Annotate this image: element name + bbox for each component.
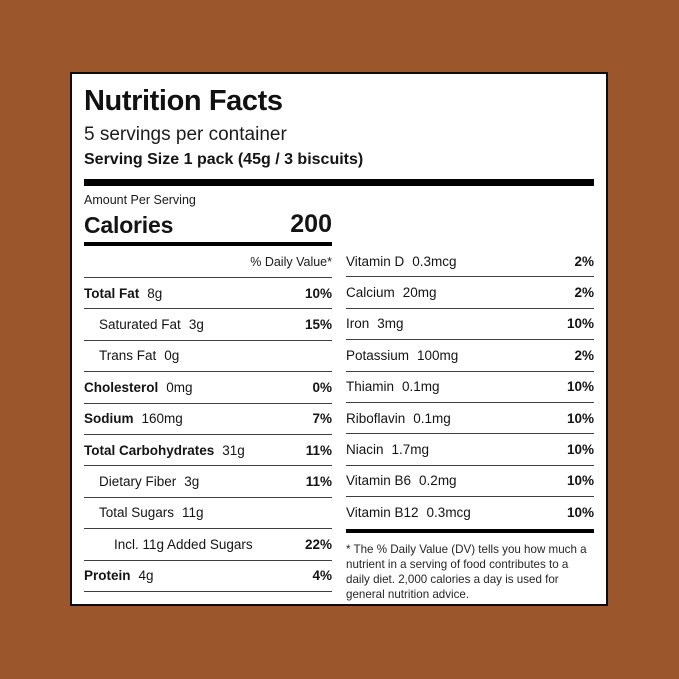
nutrient-name: Potassium [346, 347, 410, 363]
nutrient-name: Calcium [346, 285, 395, 301]
nutrient-amount: 4g [138, 568, 154, 584]
nutrient-amount: 3mg [377, 316, 404, 332]
nutrient-row-potassium: Potassium 100mg 2% [346, 340, 594, 372]
nutrient-row-dietary-fiber: Dietary Fiber 3g 11% [84, 466, 332, 498]
nutrient-amount: 100mg [417, 347, 459, 363]
nutrient-dv: 10% [566, 410, 594, 426]
nutrient-row-total-carbohydrates: Total Carbohydrates 31g 11% [84, 435, 332, 467]
nutrient-dv: 2% [574, 347, 594, 363]
nutrient-dv: 0% [312, 379, 332, 395]
nutrient-row-niacin: Niacin 1.7mg 10% [346, 434, 594, 466]
nutrient-row-cholesterol: Cholesterol 0mg 0% [84, 372, 332, 404]
nutrient-amount: 1.7mg [391, 442, 430, 458]
nutrient-row-sodium: Sodium 160mg 7% [84, 404, 332, 435]
nutrient-row-protein: Protein 4g 4% [84, 561, 332, 592]
nutrient-dv: 15% [304, 317, 332, 333]
nutrient-name: Total Sugars [99, 505, 175, 521]
nutrient-name: Cholesterol [84, 379, 159, 395]
nutrient-name: Protein [84, 568, 131, 584]
amount-per-serving: Amount Per Serving [84, 193, 196, 207]
nutrient-row-iron: Iron 3mg 10% [346, 309, 594, 341]
calories-rule [84, 242, 332, 246]
nutrient-name: Dietary Fiber [99, 474, 177, 490]
nutrient-amount: 0.1mg [413, 410, 451, 426]
nutrient-amount: 11g [182, 505, 204, 521]
nutrient-row-calcium: Calcium 20mg 2% [346, 277, 594, 309]
nutrient-dv: 10% [566, 473, 594, 489]
nutrient-dv: 10% [566, 379, 594, 395]
nutrient-dv: 2% [574, 253, 594, 269]
nutrient-dv: 22% [304, 536, 332, 552]
nutrient-amount: 0.2mg [419, 473, 457, 489]
nutrition-facts-label: Nutrition Facts 5 servings per container… [70, 72, 608, 606]
nutrient-dv: 10% [566, 442, 594, 458]
nutrient-row-total-sugars: Total Sugars 11g [84, 498, 332, 530]
nutrient-amount: 160mg [141, 411, 183, 427]
footnote-rule [346, 528, 594, 533]
nutrient-dv: 10% [566, 505, 594, 521]
header-rule [84, 179, 594, 186]
nutrient-dv: 11% [305, 442, 332, 458]
right-column: Vitamin D 0.3mcg 2% Calcium 20mg 2% Iron… [346, 246, 594, 602]
nutrient-name: Iron [346, 316, 370, 332]
nutrient-amount: 0.3mcg [426, 505, 471, 521]
nutrient-row-vitamin-d: Vitamin D 0.3mcg 2% [346, 246, 594, 278]
nutrient-row-total-fat: Total Fat 8g 10% [84, 278, 332, 310]
nutrient-name: Incl. 11g Added Sugars [114, 536, 253, 552]
servings-per-container: 5 servings per container [84, 124, 287, 145]
nutrient-name: Thiamin [346, 379, 395, 395]
nutrient-name: Total Carbohydrates [84, 442, 215, 458]
nutrient-dv: 4% [312, 568, 332, 584]
nutrient-amount: 3g [188, 317, 204, 333]
left-column: Amount Per Serving Calories 200 % Daily … [84, 186, 332, 602]
nutrient-columns: Amount Per Serving Calories 200 % Daily … [84, 186, 594, 602]
daily-value-header: % Daily Value* [84, 246, 332, 278]
nutrient-amount: 0g [164, 348, 180, 364]
nutrient-amount: 0.1mg [402, 379, 440, 395]
nutrient-name: Niacin [346, 442, 384, 458]
nutrient-name: Sodium [84, 411, 134, 427]
calories-label: Calories [84, 212, 174, 238]
nutrient-dv: 7% [312, 411, 332, 427]
nutrient-row-thiamin: Thiamin 0.1mg 10% [346, 372, 594, 403]
nutrient-dv: 2% [574, 285, 594, 301]
nutrient-amount: 0mg [166, 379, 193, 395]
nutrient-row-added-sugars: Incl. 11g Added Sugars 22% [84, 529, 332, 561]
calories-row: Calories 200 [84, 208, 332, 239]
nutrient-amount: 8g [147, 285, 163, 301]
nutrient-row-vitamin-b6: Vitamin B6 0.2mg 10% [346, 466, 594, 498]
nutrient-row-saturated-fat: Saturated Fat 3g 15% [84, 309, 332, 341]
nutrient-amount: 0.3mcg [412, 253, 457, 269]
nutrient-dv: 10% [566, 316, 594, 332]
nutrient-name: Riboflavin [346, 410, 406, 426]
nutrient-dv: 10% [304, 285, 332, 301]
serving-size: Serving Size 1 pack (45g / 3 biscuits) [84, 151, 364, 168]
nutrient-name: Saturated Fat [99, 317, 181, 333]
nutrient-name: Vitamin B12 [346, 505, 419, 521]
nutrient-name: Total Fat [84, 285, 140, 301]
nutrient-amount: 31g [222, 442, 245, 458]
nutrient-amount: 20mg [402, 285, 437, 301]
nutrient-amount: 3g [184, 474, 200, 490]
nutrient-name: Vitamin D [346, 253, 405, 269]
calories-value: 200 [290, 210, 332, 238]
nutrient-row-vitamin-b12: Vitamin B12 0.3mcg 10% [346, 497, 594, 528]
nutrient-name: Trans Fat [99, 348, 157, 364]
label-title: Nutrition Facts [84, 85, 283, 117]
nutrient-row-riboflavin: Riboflavin 0.1mg 10% [346, 403, 594, 435]
nutrient-dv: 11% [305, 474, 332, 490]
nutrient-name: Vitamin B6 [346, 473, 412, 489]
nutrient-row-trans-fat: Trans Fat 0g [84, 341, 332, 373]
footnote-text: * The % Daily Value (DV) tells you how m… [346, 542, 587, 601]
